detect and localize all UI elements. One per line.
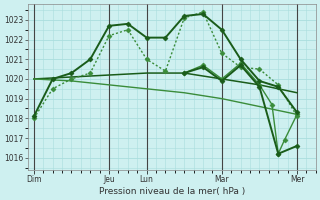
X-axis label: Pression niveau de la mer( hPa ): Pression niveau de la mer( hPa ) — [99, 187, 245, 196]
